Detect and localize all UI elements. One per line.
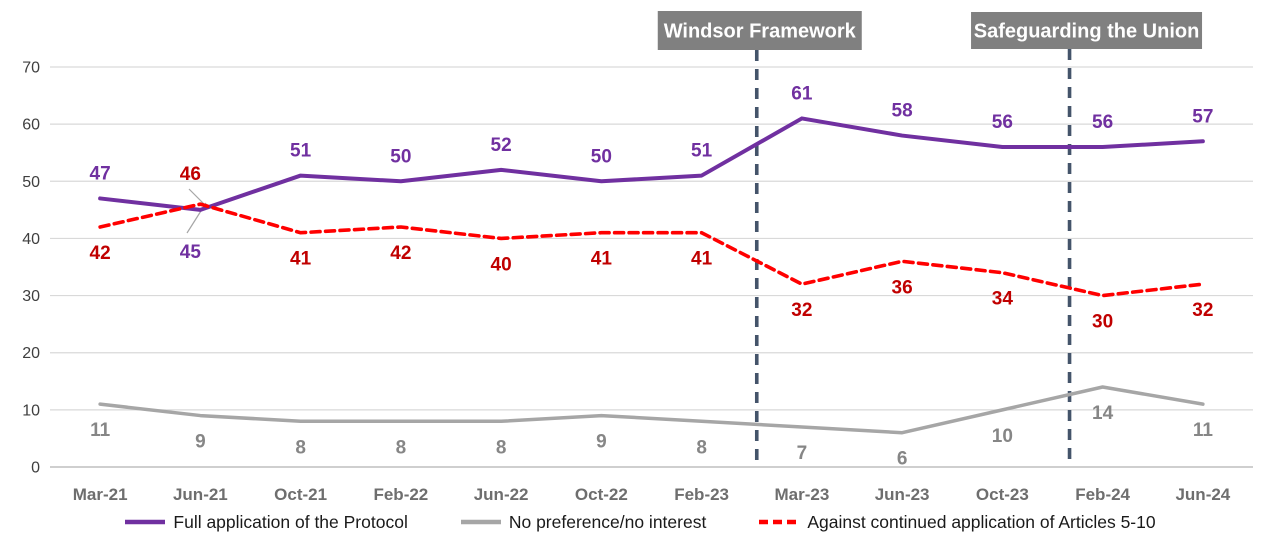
event-label-box — [657, 11, 862, 50]
data-label: 41 — [290, 249, 312, 270]
legend-item: No preference/no interest — [460, 512, 706, 533]
data-label: 42 — [90, 243, 111, 264]
data-label: 51 — [691, 141, 713, 162]
data-label: 9 — [596, 432, 607, 453]
data-label: 46 — [180, 164, 201, 185]
x-axis-tick-label: Mar-23 — [774, 485, 829, 504]
x-axis-tick-label: Mar-21 — [73, 485, 128, 504]
data-label: 11 — [1193, 420, 1214, 441]
legend-line-sample — [759, 519, 800, 525]
y-axis-tick-label: 30 — [22, 288, 40, 305]
x-axis-tick-label: Feb-23 — [674, 485, 729, 504]
x-axis-tick-label: Feb-24 — [1075, 485, 1130, 504]
data-label: 32 — [1192, 300, 1213, 321]
x-axis-tick-label: Oct-23 — [976, 485, 1029, 504]
y-axis-tick-label: 0 — [31, 460, 40, 477]
x-axis-tick-label: Oct-22 — [575, 485, 628, 504]
legend-item: Full application of the Protocol — [124, 511, 408, 533]
data-label: 50 — [591, 146, 612, 167]
event-label: Windsor Framework — [664, 21, 857, 43]
series-line — [98, 202, 1205, 298]
data-label: 47 — [90, 163, 111, 184]
data-label: 34 — [992, 289, 1014, 310]
data-label: 36 — [892, 277, 913, 298]
data-label: 32 — [791, 300, 812, 321]
x-axis-tick-label: Jun-22 — [474, 485, 529, 504]
data-label: 10 — [992, 426, 1013, 447]
data-label: 57 — [1192, 106, 1213, 127]
y-axis-tick-label: 50 — [22, 174, 40, 191]
data-label: 8 — [295, 437, 306, 458]
data-label: 30 — [1092, 312, 1113, 333]
data-label: 61 — [791, 83, 813, 104]
data-label: 45 — [180, 242, 202, 263]
data-label: 8 — [396, 437, 407, 458]
x-axis-tick-label: Oct-21 — [274, 485, 327, 504]
y-axis-tick-label: 20 — [22, 345, 40, 362]
series-line — [98, 116, 1205, 212]
data-label: 56 — [992, 112, 1013, 133]
legend-line-sample — [125, 519, 166, 525]
data-label: 56 — [1092, 112, 1113, 133]
event-label-box — [971, 12, 1203, 49]
legend-item: Against continued application of Article… — [758, 511, 1156, 533]
data-label: 6 — [897, 449, 908, 470]
data-label: 9 — [195, 432, 206, 453]
x-axis-tick-label: Jun-23 — [875, 485, 930, 504]
data-label: 7 — [797, 443, 808, 464]
legend-label: Against continued application of Article… — [807, 511, 1156, 532]
y-axis-tick-label: 10 — [22, 402, 40, 419]
x-axis-tick-label: Feb-22 — [373, 485, 428, 504]
data-label: 42 — [390, 243, 411, 264]
data-label: 52 — [491, 135, 512, 156]
data-label: 40 — [491, 254, 512, 275]
chart-legend: Full application of the Protocol No prefe… — [0, 505, 1280, 539]
y-axis-tick-label: 70 — [22, 60, 40, 77]
x-axis-tick-label: Jun-21 — [173, 485, 228, 504]
legend-label: No preference/no interest — [508, 511, 707, 532]
legend-line-sample — [460, 519, 501, 525]
series-line — [98, 385, 1205, 435]
data-label: 8 — [496, 437, 507, 458]
data-label: 41 — [591, 249, 613, 270]
data-label: 11 — [90, 420, 111, 441]
x-axis-tick-label: Jun-24 — [1175, 485, 1230, 504]
data-label: 51 — [290, 141, 312, 162]
data-label: 14 — [1092, 403, 1114, 424]
data-label: 58 — [892, 101, 913, 122]
data-label: 50 — [390, 146, 411, 167]
data-label: 8 — [696, 437, 707, 458]
y-axis-tick-label: 40 — [22, 231, 40, 248]
legend-label: Full application of the Protocol — [173, 511, 408, 532]
y-axis-tick-label: 60 — [22, 117, 40, 134]
data-label: 41 — [691, 249, 713, 270]
event-label: Safeguarding the Union — [974, 21, 1200, 43]
